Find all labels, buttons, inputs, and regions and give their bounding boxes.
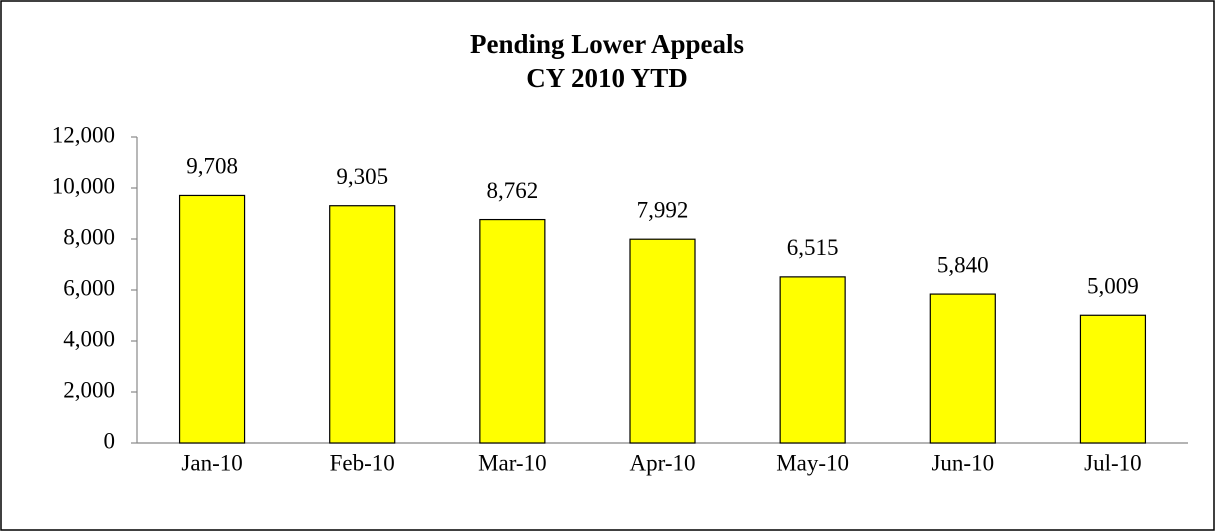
chart-title: Pending Lower Appeals: [470, 29, 744, 59]
bar: [1079, 314, 1147, 444]
x-tick-label: May-10: [776, 450, 849, 475]
data-label: 5,009: [1087, 274, 1139, 299]
y-tick-label: 2,000: [63, 377, 115, 402]
x-tick-label: Mar-10: [478, 450, 547, 475]
bar: [178, 194, 246, 444]
x-tick-label: Feb-10: [330, 450, 395, 475]
data-label: 8,762: [486, 178, 538, 203]
data-label: 7,992: [637, 197, 689, 222]
y-tick-label: 12,000: [52, 122, 115, 147]
data-label: 9,708: [186, 154, 238, 179]
x-tick-label: Jan-10: [181, 450, 242, 475]
bar: [329, 205, 396, 444]
bar: [629, 238, 696, 444]
data-label: 5,840: [937, 252, 989, 277]
x-tick-label: Jun-10: [931, 450, 994, 475]
bar: [479, 218, 546, 444]
data-label: 6,515: [787, 235, 839, 260]
x-tick-label: Apr-10: [630, 450, 696, 475]
y-tick-label: 0: [104, 428, 116, 453]
y-tick-label: 10,000: [52, 173, 115, 198]
data-label: 9,305: [336, 164, 388, 189]
bar: [929, 293, 996, 444]
bar: [779, 276, 846, 444]
y-tick-label: 6,000: [63, 275, 115, 300]
y-tick-label: 8,000: [63, 224, 115, 249]
x-tick-label: Jul-10: [1084, 450, 1142, 475]
y-tick-label: 4,000: [63, 326, 115, 351]
chart-subtitle: CY 2010 YTD: [526, 63, 688, 93]
